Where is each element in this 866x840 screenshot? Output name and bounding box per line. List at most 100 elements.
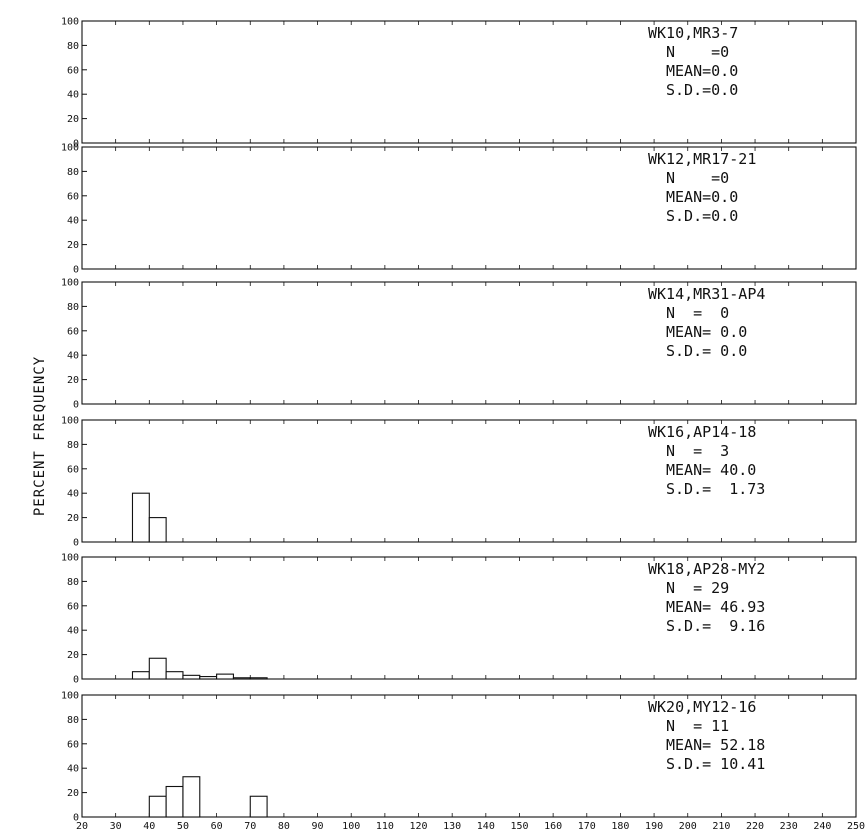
x-tick-label: 50 — [177, 821, 189, 832]
y-tick-label: 20 — [67, 240, 79, 251]
x-tick-label: 140 — [477, 821, 495, 832]
panel-stat-line: N =0 — [666, 43, 729, 61]
panel-title: WK12,MR17-21 — [648, 150, 756, 168]
y-tick-label: 100 — [61, 553, 79, 564]
x-tick-label: 40 — [143, 821, 155, 832]
x-tick-label: 240 — [813, 821, 831, 832]
y-tick-label: 0 — [73, 400, 79, 411]
x-tick-label: 30 — [110, 821, 122, 832]
histogram-bar — [166, 672, 183, 679]
panel-stat-line: N = 0 — [666, 304, 729, 322]
panel-stat-line: S.D.= 9.16 — [666, 617, 765, 635]
y-tick-label: 40 — [67, 764, 79, 775]
y-tick-label: 100 — [61, 691, 79, 702]
panel-stat-line: N = 11 — [666, 717, 729, 735]
y-tick-label: 20 — [67, 650, 79, 661]
y-tick-label: 20 — [67, 788, 79, 799]
x-tick-label: 20 — [76, 821, 88, 832]
y-tick-label: 80 — [67, 440, 79, 451]
y-tick-label: 80 — [67, 577, 79, 588]
y-tick-label: 60 — [67, 601, 79, 612]
panel-stat-line: S.D.=0.0 — [666, 207, 738, 225]
panel-title: WK16,AP14-18 — [648, 423, 756, 441]
histogram-bar — [250, 678, 267, 679]
y-tick-label: 40 — [67, 216, 79, 227]
panel-stat-line: MEAN= 52.18 — [666, 736, 765, 754]
x-tick-label: 160 — [544, 821, 562, 832]
y-tick-label: 0 — [73, 675, 79, 686]
y-tick-label: 20 — [67, 114, 79, 125]
x-tick-label: 170 — [578, 821, 596, 832]
x-tick-label: 120 — [409, 821, 427, 832]
y-tick-label: 40 — [67, 626, 79, 637]
y-tick-label: 60 — [67, 65, 79, 76]
x-tick-label: 100 — [342, 821, 360, 832]
histogram-bar — [149, 796, 166, 817]
y-tick-label: 20 — [67, 513, 79, 524]
x-tick-label: 90 — [312, 821, 324, 832]
x-tick-label: 200 — [679, 821, 697, 832]
y-tick-label: 80 — [67, 715, 79, 726]
panel-frame — [82, 21, 856, 143]
panel-title: WK14,MR31-AP4 — [648, 285, 765, 303]
x-tick-label: 130 — [443, 821, 461, 832]
histogram-bar — [149, 658, 166, 679]
y-tick-label: 60 — [67, 464, 79, 475]
panel-stat-line: S.D.= 0.0 — [666, 342, 747, 360]
panel-1: 0 20 40 60 80 100 WK10,MR3-7N =0MEAN=0.0S.D.=0… — [61, 17, 856, 150]
x-tick-label: 220 — [746, 821, 764, 832]
y-tick-label: 100 — [61, 416, 79, 427]
panel-stat-line: S.D.= 10.41 — [666, 755, 765, 773]
y-tick-label: 0 — [73, 538, 79, 549]
y-tick-label: 60 — [67, 739, 79, 750]
y-tick-label: 100 — [61, 278, 79, 289]
panel-stat-line: N = 3 — [666, 442, 729, 460]
panel-stat-line: MEAN= 40.0 — [666, 461, 756, 479]
histogram-bar — [183, 777, 200, 817]
panel-stat-line: MEAN= 46.93 — [666, 598, 765, 616]
panel-title: WK20,MY12-16 — [648, 698, 756, 716]
x-axis: 20 30 40 50 60 70 80 90 100 110 120 130 140 150 160 170… — [76, 821, 865, 832]
panel-stat-line: S.D.= 1.73 — [666, 480, 765, 498]
panel-stat-line: N =0 — [666, 169, 729, 187]
y-tick-label: 80 — [67, 167, 79, 178]
histogram-bar — [149, 518, 166, 542]
y-tick-label: 40 — [67, 489, 79, 500]
x-tick-label: 80 — [278, 821, 290, 832]
histogram-bar — [166, 787, 183, 818]
histogram-bar — [250, 796, 267, 817]
y-axis-label: PERCENT FREQUENCY — [32, 356, 48, 516]
panel-title: WK18,AP28-MY2 — [648, 560, 765, 578]
histogram-bar — [132, 493, 149, 542]
x-tick-label: 70 — [244, 821, 256, 832]
histogram-bar — [132, 672, 149, 679]
x-tick-label: 250 — [847, 821, 865, 832]
y-tick-label: 40 — [67, 351, 79, 362]
histogram-bar — [217, 674, 234, 679]
panel-stat-line: N = 29 — [666, 579, 729, 597]
y-tick-label: 100 — [61, 17, 79, 28]
x-tick-label: 180 — [611, 821, 629, 832]
x-tick-label: 190 — [645, 821, 663, 832]
panel-stat-line: MEAN= 0.0 — [666, 323, 747, 341]
x-tick-label: 150 — [510, 821, 528, 832]
y-tick-label: 80 — [67, 41, 79, 52]
y-tick-label: 20 — [67, 375, 79, 386]
y-tick-label: 0 — [73, 265, 79, 276]
histogram-bar — [233, 678, 250, 679]
panel-stat-line: MEAN=0.0 — [666, 188, 738, 206]
x-tick-label: 230 — [780, 821, 798, 832]
x-tick-label: 110 — [376, 821, 394, 832]
x-tick-label: 60 — [211, 821, 223, 832]
y-tick-label: 80 — [67, 302, 79, 313]
histogram-bar — [200, 677, 217, 679]
panel-2: 0 20 40 60 80 100 WK12,MR17-21N =0MEAN=0.0S.D.… — [61, 143, 856, 276]
y-tick-label: 60 — [67, 191, 79, 202]
y-tick-label: 60 — [67, 326, 79, 337]
histogram-bar — [183, 675, 200, 679]
